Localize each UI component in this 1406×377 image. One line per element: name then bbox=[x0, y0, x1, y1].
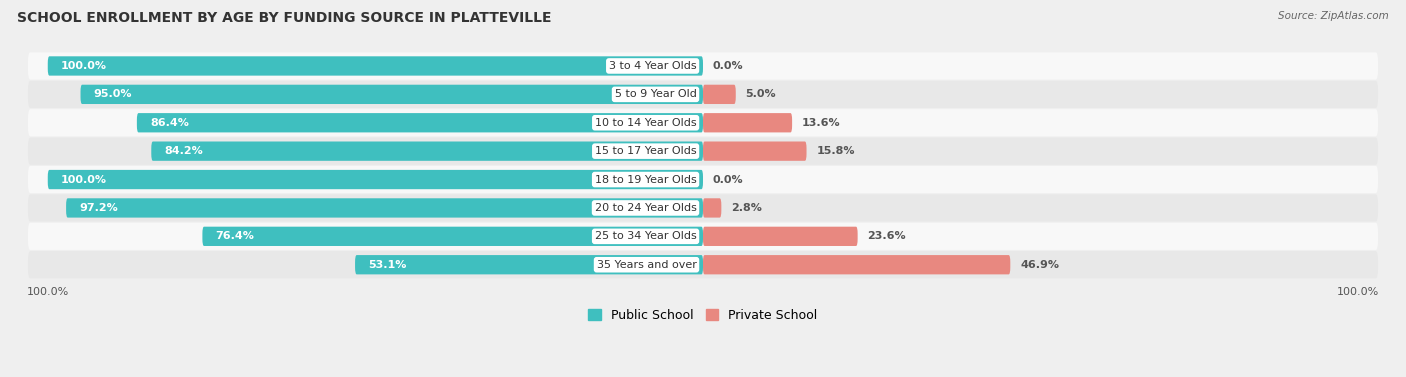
FancyBboxPatch shape bbox=[28, 194, 1378, 222]
Text: 100.0%: 100.0% bbox=[60, 61, 107, 71]
Text: 3 to 4 Year Olds: 3 to 4 Year Olds bbox=[609, 61, 696, 71]
Text: 10 to 14 Year Olds: 10 to 14 Year Olds bbox=[595, 118, 696, 128]
Text: 5.0%: 5.0% bbox=[745, 89, 776, 100]
Text: 35 Years and over: 35 Years and over bbox=[596, 260, 696, 270]
FancyBboxPatch shape bbox=[48, 170, 703, 189]
Legend: Public School, Private School: Public School, Private School bbox=[583, 304, 823, 327]
FancyBboxPatch shape bbox=[48, 56, 703, 76]
Text: 46.9%: 46.9% bbox=[1021, 260, 1059, 270]
Text: 2.8%: 2.8% bbox=[731, 203, 762, 213]
FancyBboxPatch shape bbox=[28, 138, 1378, 165]
FancyBboxPatch shape bbox=[80, 85, 703, 104]
FancyBboxPatch shape bbox=[28, 166, 1378, 193]
Text: 86.4%: 86.4% bbox=[150, 118, 188, 128]
Text: 15.8%: 15.8% bbox=[817, 146, 855, 156]
FancyBboxPatch shape bbox=[703, 255, 1011, 274]
Text: 76.4%: 76.4% bbox=[215, 231, 254, 241]
FancyBboxPatch shape bbox=[28, 251, 1378, 278]
Text: 20 to 24 Year Olds: 20 to 24 Year Olds bbox=[595, 203, 696, 213]
Text: 23.6%: 23.6% bbox=[868, 231, 905, 241]
Text: 0.0%: 0.0% bbox=[713, 61, 744, 71]
FancyBboxPatch shape bbox=[152, 141, 703, 161]
Text: Source: ZipAtlas.com: Source: ZipAtlas.com bbox=[1278, 11, 1389, 21]
Text: 53.1%: 53.1% bbox=[368, 260, 406, 270]
FancyBboxPatch shape bbox=[703, 141, 807, 161]
FancyBboxPatch shape bbox=[703, 85, 735, 104]
FancyBboxPatch shape bbox=[356, 255, 703, 274]
FancyBboxPatch shape bbox=[703, 227, 858, 246]
Text: 100.0%: 100.0% bbox=[60, 175, 107, 185]
FancyBboxPatch shape bbox=[703, 113, 792, 132]
Text: 97.2%: 97.2% bbox=[79, 203, 118, 213]
FancyBboxPatch shape bbox=[28, 109, 1378, 136]
Text: 25 to 34 Year Olds: 25 to 34 Year Olds bbox=[595, 231, 696, 241]
Text: 18 to 19 Year Olds: 18 to 19 Year Olds bbox=[595, 175, 696, 185]
FancyBboxPatch shape bbox=[28, 223, 1378, 250]
FancyBboxPatch shape bbox=[703, 198, 721, 218]
Text: 5 to 9 Year Old: 5 to 9 Year Old bbox=[614, 89, 696, 100]
Text: 95.0%: 95.0% bbox=[94, 89, 132, 100]
FancyBboxPatch shape bbox=[28, 81, 1378, 108]
FancyBboxPatch shape bbox=[28, 52, 1378, 80]
FancyBboxPatch shape bbox=[66, 198, 703, 218]
Text: 0.0%: 0.0% bbox=[713, 175, 744, 185]
FancyBboxPatch shape bbox=[202, 227, 703, 246]
Text: SCHOOL ENROLLMENT BY AGE BY FUNDING SOURCE IN PLATTEVILLE: SCHOOL ENROLLMENT BY AGE BY FUNDING SOUR… bbox=[17, 11, 551, 25]
Text: 84.2%: 84.2% bbox=[165, 146, 202, 156]
FancyBboxPatch shape bbox=[136, 113, 703, 132]
Text: 13.6%: 13.6% bbox=[801, 118, 841, 128]
Text: 15 to 17 Year Olds: 15 to 17 Year Olds bbox=[595, 146, 696, 156]
